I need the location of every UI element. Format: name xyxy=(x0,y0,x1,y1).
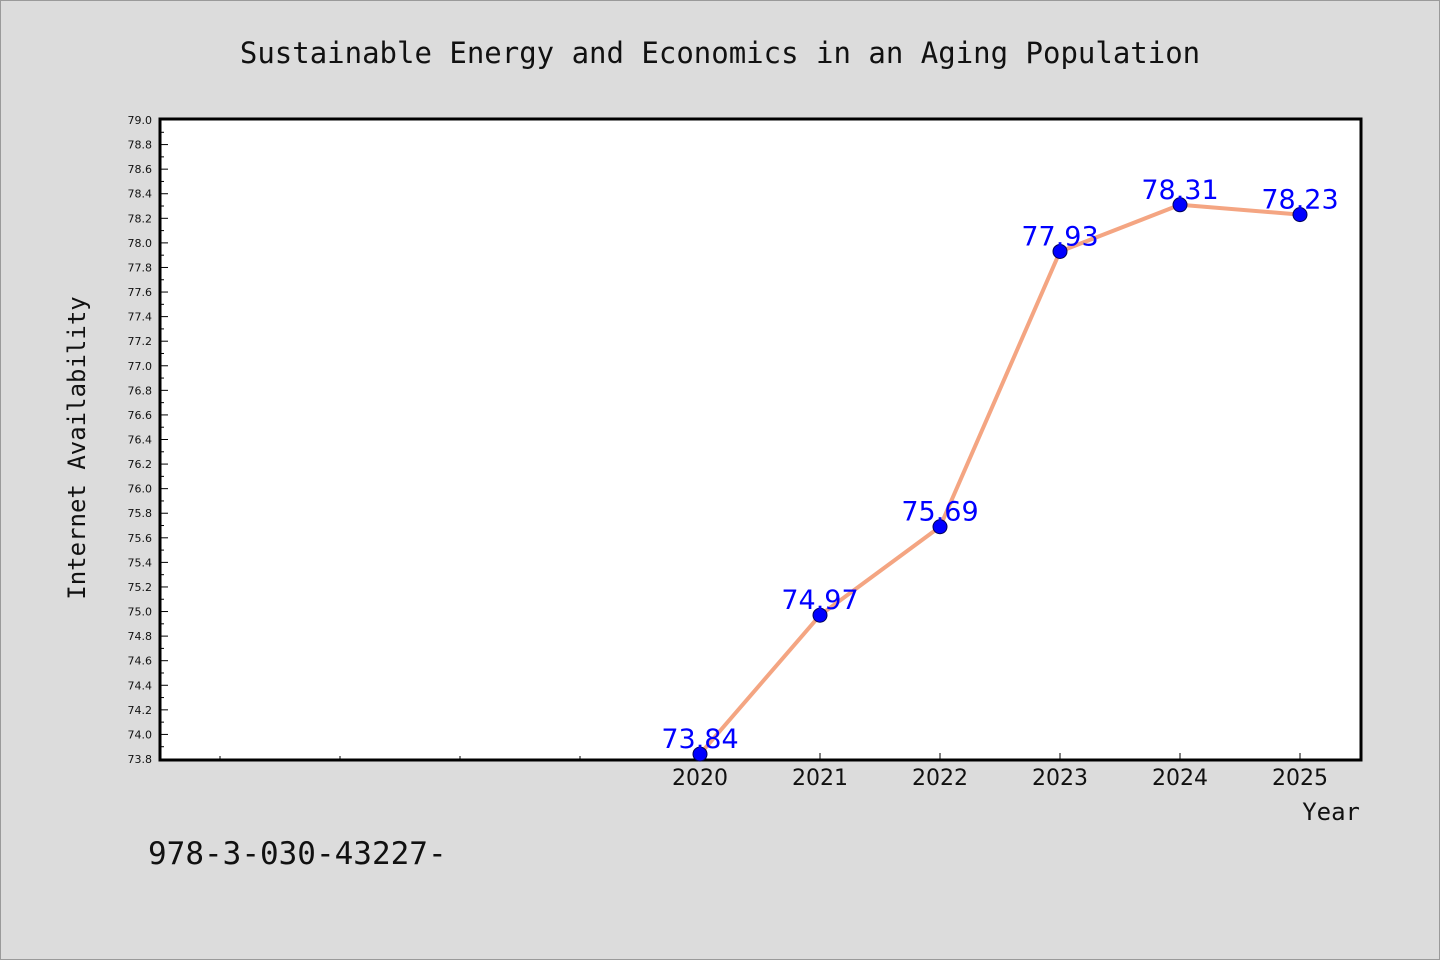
data-point xyxy=(1292,207,1308,223)
y-tick-label: 74.2 xyxy=(128,704,153,717)
y-tick-label: 79.0 xyxy=(128,114,153,127)
isbn-text: 978-3-030-43227- xyxy=(148,836,447,872)
x-tick-label: 2022 xyxy=(912,766,968,791)
series-markers xyxy=(692,197,1308,762)
y-tick-label: 75.0 xyxy=(128,606,153,619)
y-axis: 73.8 74.0 74.2 74.4 74.6 74.8 75.0 75.2 75.4 75.6… xyxy=(128,114,168,766)
x-tick-label: 2023 xyxy=(1032,766,1088,791)
data-label: 78.23 xyxy=(1261,185,1338,216)
x-tick-label: 2020 xyxy=(672,766,728,791)
data-label: 77.93 xyxy=(1021,221,1098,252)
y-tick-label: 75.4 xyxy=(128,556,153,569)
y-tick-label: 74.0 xyxy=(128,728,153,741)
y-tick-label: 76.2 xyxy=(128,458,153,471)
plot-area xyxy=(158,117,1363,762)
y-tick-label: 78.8 xyxy=(128,139,153,152)
y-tick-label: 75.8 xyxy=(128,507,153,520)
chart-title: Sustainable Energy and Economics in an A… xyxy=(240,36,1200,70)
y-axis-label: Internet Availability xyxy=(63,296,91,599)
y-tick-label: 78.0 xyxy=(128,237,153,250)
x-tick-label: 2025 xyxy=(1272,766,1328,791)
y-tick-label: 77.8 xyxy=(128,261,153,274)
y-tick-label: 76.0 xyxy=(128,483,153,496)
data-point xyxy=(812,607,828,623)
y-tick-label: 78.4 xyxy=(128,188,153,201)
y-tick-label: 75.6 xyxy=(128,532,153,545)
data-point xyxy=(692,746,708,762)
y-tick-label: 76.6 xyxy=(128,409,153,422)
y-tick-label: 77.2 xyxy=(128,335,153,348)
y-tick-label: 78.6 xyxy=(128,163,153,176)
y-tick-label: 74.8 xyxy=(128,630,153,643)
x-axis-label: Year xyxy=(1302,798,1360,826)
y-tick-label: 77.6 xyxy=(128,286,153,299)
data-label: 73.84 xyxy=(661,724,738,755)
y-tick-label: 74.4 xyxy=(128,679,153,692)
data-point xyxy=(1172,197,1188,213)
x-tick-label: 2021 xyxy=(792,766,848,791)
data-label: 78.31 xyxy=(1141,175,1218,206)
y-tick-label: 76.8 xyxy=(128,384,153,397)
y-tick-label: 77.4 xyxy=(128,311,153,324)
x-tick-label: 2024 xyxy=(1152,766,1208,791)
data-labels: 73.84 74.97 75.69 77.93 78.31 78.23 xyxy=(661,175,1338,755)
y-tick-label: 77.0 xyxy=(128,360,153,373)
x-axis: 2020 2021 2022 2023 2024 2025 xyxy=(219,753,1328,791)
data-point xyxy=(1052,243,1068,259)
y-tick-label: 73.8 xyxy=(128,753,153,766)
data-point xyxy=(932,519,948,535)
y-tick-label: 74.6 xyxy=(128,655,153,668)
y-tick-label: 78.2 xyxy=(128,212,153,225)
y-tick-label: 76.4 xyxy=(128,434,153,447)
data-label: 75.69 xyxy=(901,497,978,528)
data-label: 74.97 xyxy=(781,585,858,616)
y-tick-label: 75.2 xyxy=(128,581,153,594)
series-line xyxy=(698,202,1301,756)
